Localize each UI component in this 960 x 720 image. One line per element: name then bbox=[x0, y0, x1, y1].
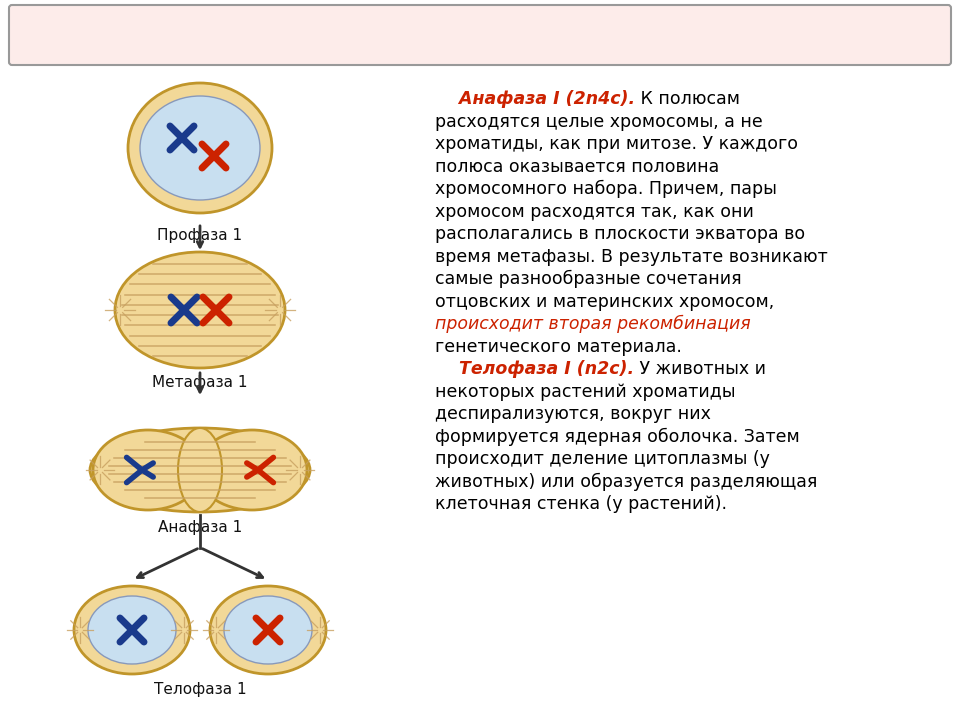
FancyBboxPatch shape bbox=[9, 5, 951, 65]
Text: генетического материала.: генетического материала. bbox=[435, 338, 682, 356]
Text: деспирализуются, вокруг них: деспирализуются, вокруг них bbox=[435, 405, 710, 423]
Text: Телофаза I (n2с).: Телофаза I (n2с). bbox=[435, 360, 635, 378]
Ellipse shape bbox=[88, 596, 176, 664]
Text: Анафаза 1: Анафаза 1 bbox=[157, 520, 242, 535]
Text: Профаза 1: Профаза 1 bbox=[157, 228, 243, 243]
Text: происходит деление цитоплазмы (у: происходит деление цитоплазмы (у bbox=[435, 450, 770, 468]
Text: К полюсам: К полюсам bbox=[636, 90, 740, 108]
Text: располагались в плоскости экватора во: располагались в плоскости экватора во bbox=[435, 225, 805, 243]
Text: хромосомного набора. Причем, пары: хромосомного набора. Причем, пары bbox=[435, 180, 777, 198]
Text: отцовских и материнских хромосом,: отцовских и материнских хромосом, bbox=[435, 292, 775, 310]
Ellipse shape bbox=[210, 586, 326, 674]
Ellipse shape bbox=[178, 428, 222, 512]
Ellipse shape bbox=[140, 96, 260, 200]
Text: Телофаза 1: Телофаза 1 bbox=[154, 682, 247, 697]
Ellipse shape bbox=[128, 83, 272, 213]
Text: клеточная стенка (у растений).: клеточная стенка (у растений). bbox=[435, 495, 727, 513]
Text: некоторых растений хроматиды: некоторых растений хроматиды bbox=[435, 382, 735, 400]
Text: Анафаза I (2n4с).: Анафаза I (2n4с). bbox=[435, 90, 636, 108]
Text: хромосом расходятся так, как они: хромосом расходятся так, как они bbox=[435, 202, 754, 220]
Ellipse shape bbox=[197, 430, 307, 510]
Text: хроматиды, как при митозе. У каждого: хроматиды, как при митозе. У каждого bbox=[435, 135, 798, 153]
Text: время метафазы. В результате возникают: время метафазы. В результате возникают bbox=[435, 248, 828, 266]
Text: происходит вторая рекомбинация: происходит вторая рекомбинация bbox=[435, 315, 751, 333]
Text: формируется ядерная оболочка. Затем: формируется ядерная оболочка. Затем bbox=[435, 428, 800, 446]
Text: самые разнообразные сочетания: самые разнообразные сочетания bbox=[435, 270, 742, 288]
Ellipse shape bbox=[224, 596, 312, 664]
Text: расходятся целые хромосомы, а не: расходятся целые хромосомы, а не bbox=[435, 112, 763, 130]
Text: животных) или образуется разделяющая: животных) или образуется разделяющая bbox=[435, 472, 817, 491]
Ellipse shape bbox=[90, 428, 310, 512]
Ellipse shape bbox=[93, 430, 203, 510]
Text: Первое деление мейоза (редукционное): Первое деление мейоза (редукционное) bbox=[168, 24, 792, 50]
Text: полюса оказывается половина: полюса оказывается половина bbox=[435, 158, 719, 176]
Ellipse shape bbox=[74, 586, 190, 674]
Text: Метафаза 1: Метафаза 1 bbox=[153, 375, 248, 390]
Ellipse shape bbox=[115, 252, 285, 368]
Text: У животных и: У животных и bbox=[635, 360, 766, 378]
